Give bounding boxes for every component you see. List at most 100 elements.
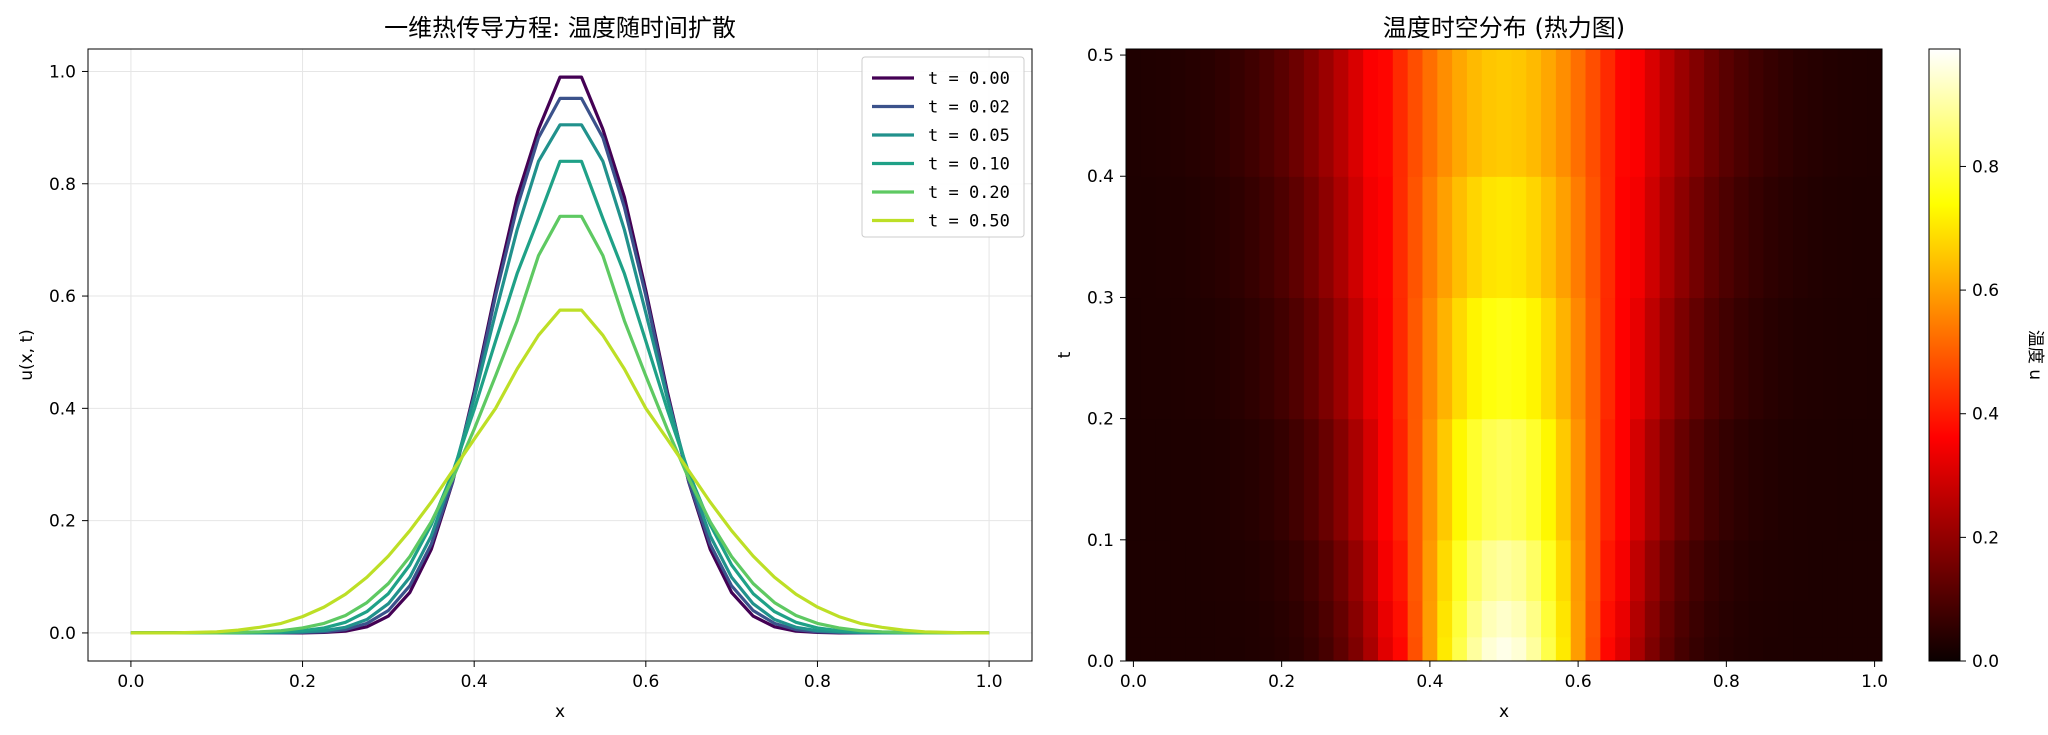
heatmap-cell xyxy=(1140,297,1157,420)
heatmap-cell xyxy=(1867,636,1882,661)
heatmap-cell xyxy=(1333,539,1349,601)
heatmap-cell xyxy=(1481,176,1498,299)
heatmap-cell xyxy=(1674,539,1690,601)
heatmap-cell xyxy=(1852,600,1868,638)
heatmap-cell xyxy=(1407,636,1424,661)
legend-label: t = 0.05 xyxy=(928,126,1010,146)
heatmap-cell xyxy=(1407,49,1424,177)
heatmap-cell xyxy=(1718,636,1735,661)
heatmap-cell xyxy=(1615,297,1631,420)
heatmap-cell xyxy=(1852,176,1868,299)
line-chart: 一维热传导方程: 温度随时间扩散 0.0 0.2 0.4 0.6 0.8 1.0 0.00… xyxy=(17,14,1033,722)
heatmap-cell xyxy=(1274,176,1290,299)
heatmap-cell xyxy=(1644,176,1661,299)
heatmap-cell xyxy=(1778,600,1794,638)
x-tick-label: 0.8 xyxy=(804,672,831,692)
heatmap-cell xyxy=(1200,176,1216,299)
heatmap-cell xyxy=(1659,49,1676,177)
heatmap-cell xyxy=(1511,600,1527,638)
heatmap-cell xyxy=(1852,636,1868,661)
heatmap-cell xyxy=(1778,539,1794,601)
heatmap-cell xyxy=(1748,636,1765,661)
heatmap-cell xyxy=(1363,539,1379,601)
heatmap-cell xyxy=(1496,418,1513,541)
heatmap-cell xyxy=(1274,418,1290,541)
heatmap-cell xyxy=(1852,297,1868,420)
heatmap-cell xyxy=(1733,176,1750,299)
heatmap-y-ticks: 0.0 0.1 0.2 0.3 0.4 0.5 xyxy=(1087,46,1126,672)
legend-label: t = 0.00 xyxy=(928,69,1010,89)
heatmap-cell xyxy=(1867,418,1882,541)
series-line-2 xyxy=(130,123,990,635)
line-chart-x-label: x xyxy=(555,702,565,722)
y-tick-label: 0.6 xyxy=(49,287,76,307)
heatmap-cell xyxy=(1348,636,1364,661)
heatmap-cell xyxy=(1644,297,1661,420)
heatmap-cell xyxy=(1185,297,1201,420)
heatmap-cell xyxy=(1363,297,1379,420)
y-tick-label: 0.2 xyxy=(49,512,76,532)
heatmap-cell xyxy=(1229,636,1246,661)
heatmap-cell xyxy=(1600,539,1616,601)
heatmap-cell xyxy=(1644,636,1661,661)
heatmap-cell xyxy=(1555,49,1572,177)
heatmap-cell xyxy=(1748,600,1765,638)
heatmap-cell xyxy=(1778,176,1794,299)
heatmap-cell xyxy=(1526,418,1542,541)
heatmap-cell xyxy=(1259,636,1275,661)
heatmap-cell xyxy=(1229,600,1246,638)
heatmap-cell xyxy=(1704,636,1720,661)
heatmap-cell xyxy=(1214,636,1231,661)
heatmap-cell xyxy=(1778,418,1794,541)
heatmap-cell xyxy=(1214,418,1231,541)
heatmap-cell xyxy=(1303,539,1320,601)
heatmap-cell xyxy=(1659,539,1676,601)
heatmap-cell xyxy=(1718,176,1735,299)
heatmap-cell xyxy=(1793,176,1809,299)
heatmap-cell xyxy=(1422,418,1438,541)
heatmap-cell xyxy=(1778,49,1794,177)
heatmap-cell xyxy=(1837,539,1853,601)
heatmap-cell xyxy=(1511,297,1527,420)
heatmap-cell xyxy=(1140,176,1157,299)
heatmap-cell xyxy=(1244,176,1261,299)
heatmap-cell xyxy=(1837,49,1853,177)
heatmap-cell xyxy=(1630,176,1646,299)
heatmap-cell xyxy=(1807,297,1824,420)
heatmap-cell xyxy=(1511,49,1527,177)
heatmap-cell xyxy=(1422,600,1438,638)
heatmap-cell xyxy=(1733,297,1750,420)
heatmap-cell xyxy=(1481,418,1498,541)
heatmap-cell xyxy=(1466,176,1483,299)
heatmap-cell xyxy=(1392,539,1409,601)
heatmap-cell xyxy=(1452,539,1468,601)
heatmap-cell xyxy=(1363,636,1379,661)
heatmap-cell xyxy=(1244,418,1261,541)
heatmap-cell xyxy=(1437,600,1453,638)
heatmap-cell xyxy=(1303,176,1320,299)
heatmap-cell xyxy=(1867,539,1882,601)
heatmap-cell xyxy=(1422,636,1438,661)
heatmap-cell xyxy=(1570,297,1587,420)
heatmap-cell xyxy=(1496,49,1513,177)
heatmap-cell xyxy=(1585,418,1601,541)
heatmap-cell xyxy=(1392,49,1409,177)
heatmap-cell xyxy=(1526,297,1542,420)
heatmap-cell xyxy=(1422,49,1438,177)
heatmap-cell xyxy=(1318,600,1335,638)
heatmap-cell xyxy=(1630,297,1646,420)
heatmap-cell xyxy=(1793,49,1809,177)
heatmap-cell xyxy=(1541,418,1557,541)
heatmap-cell xyxy=(1333,176,1349,299)
heatmap-cell xyxy=(1200,418,1216,541)
heatmap-cell xyxy=(1363,418,1379,541)
heatmap-cell xyxy=(1837,636,1853,661)
heatmap-cell xyxy=(1333,418,1349,541)
heatmap-cell xyxy=(1481,539,1498,601)
heatmap-x-label: x xyxy=(1499,702,1509,722)
heatmap-cell xyxy=(1689,539,1705,601)
heatmap-cell xyxy=(1852,539,1868,601)
heatmap-cell xyxy=(1214,539,1231,601)
y-tick-label: 0.4 xyxy=(1087,167,1114,187)
heatmap-cell xyxy=(1200,539,1216,601)
